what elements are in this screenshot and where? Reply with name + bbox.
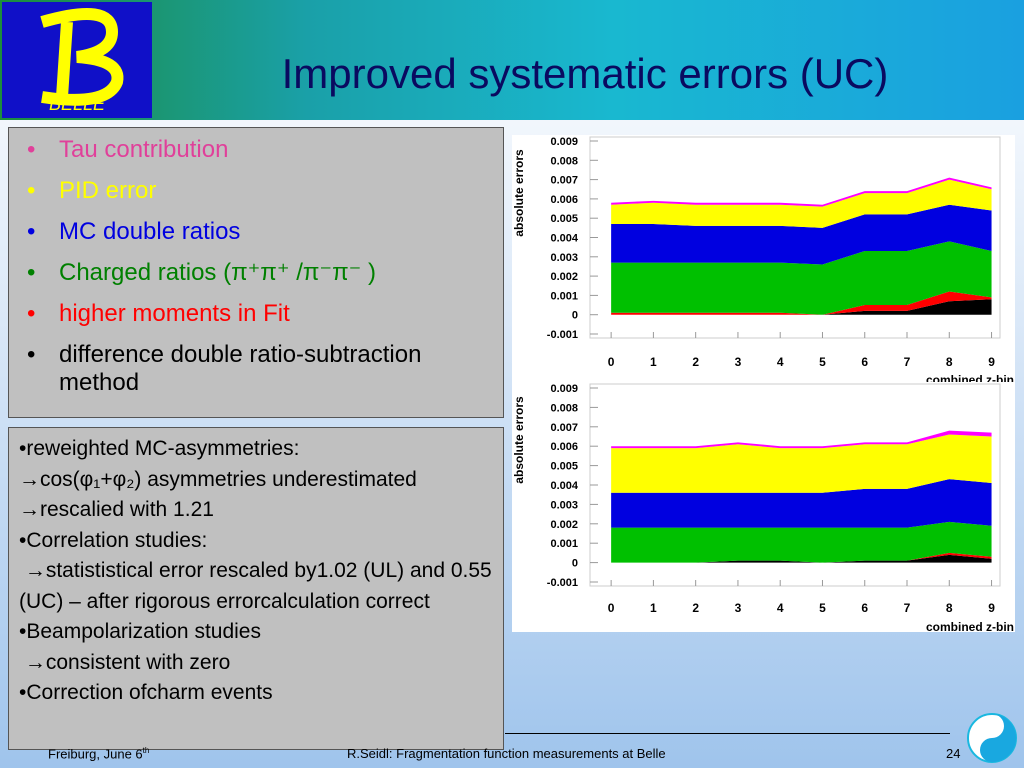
note-line: →statististical error rescaled by1.02 (U… [19,559,498,613]
y-tick-label: 0.002 [550,519,578,531]
y-tick-label: -0.001 [547,577,578,589]
x-tick-label: 0 [608,355,615,369]
bullet: Charged ratios (π⁺π⁺ /π⁻π⁻ ) [19,259,495,287]
x-tick-label: 8 [946,355,953,369]
area-layer [611,434,992,493]
bullet-box: Tau contribution PID error MC double ratio… [8,127,504,418]
y-tick-label: 0.005 [550,213,578,225]
x-tick-label: 7 [904,355,911,369]
footer-date: Freiburg, June 6th [48,746,149,761]
bullet: PID error [19,177,495,205]
logo-text: BELLE [49,94,106,114]
y-tick-label: 0.006 [550,194,578,206]
y-tick-label: 0.004 [550,233,578,245]
chart: -0.001 0 0.001 0.002 0.003 0.004 0.005 0.006 0.0… [512,382,1015,634]
footer-talk: R.Seidl: Fragmentation function measurem… [347,746,666,761]
note-line: •Beampolarization studies [19,620,261,643]
bullet: MC double ratios [19,218,495,246]
chart: -0.001 0 0.001 0.002 0.003 0.004 0.005 0.006 0.0… [512,135,1015,387]
y-tick-label: 0.008 [550,155,578,167]
area-layer [611,179,992,228]
x-tick-label: 3 [735,355,742,369]
y-tick-label: 0.002 [550,271,578,283]
y-tick-label: 0 [572,558,578,570]
y-tick-label: 0.007 [550,422,578,434]
area-layer [611,552,992,563]
x-tick-label: 4 [777,355,784,369]
y-tick-label: 0.004 [550,480,578,492]
x-tick-label: 1 [650,601,657,615]
y-tick-label: 0.005 [550,461,578,473]
area-layer [611,479,992,528]
notes-box: •reweighted MC-asymmetries: →cos(φ₁+φ₂) a… [8,427,504,750]
note-line: →consistent with zero [19,650,231,674]
area-layer [611,299,992,315]
note-line: →cos(φ₁+φ₂) asymmetries underestimated →… [19,467,423,522]
page-number: 24 [946,746,961,761]
footer-rule [505,733,950,734]
x-axis-label: combined z-bin [926,620,1014,634]
area-layer [611,204,992,265]
x-tick-label: 1 [650,355,657,369]
bullet: difference double ratio-subtraction meth… [19,341,495,397]
x-tick-label: 6 [861,601,868,615]
x-tick-label: 5 [819,601,826,615]
y-tick-label: 0 [572,310,578,322]
x-tick-label: 5 [819,355,826,369]
y-tick-label: 0.003 [550,252,578,264]
bullet: Tau contribution [19,136,495,164]
logo-art: BELLE [40,8,124,114]
y-tick-label: 0.003 [550,499,578,511]
x-tick-label: 7 [904,601,911,615]
y-tick-label: 0.001 [550,290,578,302]
note-line: •Correction ofcharm events [19,681,273,704]
x-tick-label: 3 [735,601,742,615]
x-tick-label: 8 [946,601,953,615]
x-tick-label: 9 [988,355,995,369]
date: Freiburg, June 6 [48,746,143,762]
area-layer [611,430,992,449]
x-tick-label: 9 [988,601,995,615]
footer-logo [967,713,1017,763]
slide-title: Improved systematic errors (UC) [281,50,889,97]
bullet: higher moments in Fit [19,300,495,328]
x-tick-label: 0 [608,601,615,615]
x-tick-label: 2 [692,601,699,615]
y-axis-label: absolute errors [512,396,526,484]
y-tick-label: 0.008 [550,402,578,414]
y-tick-label: 0.006 [550,441,578,453]
y-axis-label: absolute errors [512,149,526,237]
area-layer [611,521,992,563]
y-tick-label: 0.001 [550,538,578,550]
note-line: •reweighted MC-asymmetries: [19,437,300,460]
area-layer [611,241,992,315]
logo: BELLE [2,2,152,118]
x-tick-label: 4 [777,601,784,615]
y-tick-label: 0.009 [550,136,578,148]
y-tick-label: 0.009 [550,383,578,395]
y-tick-label: -0.001 [547,329,578,341]
y-tick-label: 0.007 [550,175,578,187]
header-bar: BELLE Improved systematic errors (UC) [0,0,1024,120]
x-tick-label: 6 [861,355,868,369]
note-line: •Correlation studies: [19,528,208,552]
date-sup: th [142,746,150,755]
area-layer [611,177,992,207]
area-layer [611,291,992,315]
x-tick-label: 2 [692,355,699,369]
